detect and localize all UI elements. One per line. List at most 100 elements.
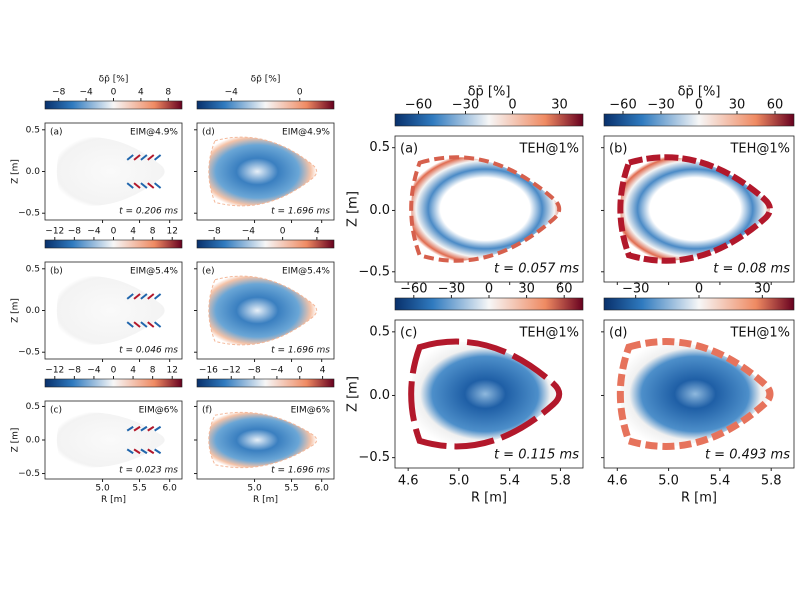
field-stripe xyxy=(126,321,134,328)
panel-time: t = 0.046 ms xyxy=(119,346,178,356)
panel-label: (d) xyxy=(609,326,627,341)
field-stripe xyxy=(147,154,155,161)
colorbar xyxy=(603,113,795,127)
colorbar-tick-label: −8 xyxy=(68,227,82,237)
colorbar-tick-label: 4 xyxy=(130,366,136,376)
x-tick-label: 4.6 xyxy=(607,474,628,489)
field-stripe xyxy=(126,182,134,189)
colorbar-tick-label: −12 xyxy=(45,227,64,237)
colorbar xyxy=(44,100,183,110)
y-tick-label: −0.5 xyxy=(18,209,40,219)
colorbar-tick-label: 30 xyxy=(729,98,746,113)
colorbar-tick-label: 0 xyxy=(695,98,703,113)
x-axis-label: R [m] xyxy=(101,495,126,505)
colorbar-tick-label: 0 xyxy=(695,282,703,297)
field-shape xyxy=(616,338,774,450)
field-stripe xyxy=(126,425,134,432)
colorbar-tick-label: 8 xyxy=(150,366,156,376)
field-shape xyxy=(408,338,563,450)
colorbar xyxy=(196,378,335,388)
field-stripe xyxy=(133,154,141,161)
panel-tag: TEH@1% xyxy=(729,142,790,157)
colorbar xyxy=(44,378,183,388)
y-axis-label: Z [m] xyxy=(346,376,361,412)
colorbar-tick-label: −60 xyxy=(400,282,427,297)
colorbar-tick-label: 0 xyxy=(111,227,117,237)
panel-label: (a) xyxy=(50,128,63,138)
x-tick-label: 6.0 xyxy=(315,484,330,494)
field-shape xyxy=(208,275,318,346)
colorbar-tick-label: −12 xyxy=(222,366,241,376)
panel-label: (c) xyxy=(50,406,62,416)
panel-tag: EIM@6% xyxy=(139,406,179,416)
field-stripe xyxy=(147,293,155,300)
panel-tag: EIM@4.9% xyxy=(130,128,178,138)
field-shape xyxy=(617,154,773,264)
colorbar-tick-label: 8 xyxy=(165,88,171,98)
field-shape xyxy=(56,412,165,468)
y-tick-label: 0.5 xyxy=(369,324,390,339)
panel-time: t = 1.696 ms xyxy=(271,466,330,476)
y-tick-label: 0.0 xyxy=(369,203,390,218)
field-stripe xyxy=(140,321,148,328)
field-stripe xyxy=(140,448,148,455)
y-axis-label: Z [m] xyxy=(11,159,21,184)
colorbar-tick-label: 30 xyxy=(518,282,535,297)
colorbar-tick-label: 0 xyxy=(297,88,303,98)
colorbar-tick-label: −30 xyxy=(438,282,465,297)
field-shape xyxy=(208,411,318,469)
field-stripe xyxy=(153,321,162,328)
colorbar-tick-label: 4 xyxy=(138,88,144,98)
y-tick-label: 0.0 xyxy=(26,436,41,446)
colorbar-tick-label: 0 xyxy=(111,366,117,376)
colorbar-tick-label: −30 xyxy=(622,282,649,297)
colorbar xyxy=(394,297,584,311)
colorbar-tick-label: −16 xyxy=(199,366,218,376)
y-tick-label: 0.5 xyxy=(26,264,40,274)
panel-tag: TEH@1% xyxy=(518,326,579,341)
colorbar-tick-label: −8 xyxy=(52,88,66,98)
field-stripe xyxy=(147,425,155,432)
field-stripe xyxy=(147,321,155,328)
colorbar-tick-label: 0 xyxy=(485,282,493,297)
field-stripe xyxy=(147,182,155,189)
panel-tag: TEH@1% xyxy=(729,326,790,341)
field-stripe xyxy=(133,182,141,189)
colorbar-tick-label: −12 xyxy=(45,366,64,376)
x-tick-label: 5.4 xyxy=(499,474,520,489)
colorbar-tick-label: −4 xyxy=(87,227,101,237)
colorbar-tick-label: 4 xyxy=(130,227,136,237)
colorbar-tick-label: −4 xyxy=(242,227,256,237)
x-tick-label: 5.8 xyxy=(761,474,782,489)
panel-label: (a) xyxy=(400,142,418,157)
colorbar-tick-label: −4 xyxy=(87,366,101,376)
colorbar-tick-label: 60 xyxy=(556,282,573,297)
field-stripe xyxy=(126,293,134,300)
colorbar-title: δp̄ [%] xyxy=(468,85,511,100)
colorbar-tick-label: 8 xyxy=(150,227,156,237)
field-stripe xyxy=(133,293,141,300)
panel-time: t = 0.08 ms xyxy=(713,262,790,277)
colorbar-title: δp̄ [%] xyxy=(678,85,721,100)
colorbar-tick-label: 60 xyxy=(767,98,784,113)
colorbar-tick-label: 0 xyxy=(111,88,117,98)
y-axis-label: Z [m] xyxy=(11,428,21,453)
y-tick-label: −0.5 xyxy=(358,264,390,279)
colorbar-tick-label: 0 xyxy=(508,98,516,113)
field-stripe xyxy=(140,293,148,300)
x-tick-label: 5.4 xyxy=(710,474,731,489)
y-tick-label: 0.5 xyxy=(369,140,390,155)
panel-tag: TEH@1% xyxy=(518,142,579,157)
panel-label: (e) xyxy=(202,267,215,277)
x-tick-label: 6.0 xyxy=(163,484,178,494)
panel-tag: EIM@6% xyxy=(291,406,331,416)
panel-time: t = 0.206 ms xyxy=(119,207,178,217)
y-tick-label: 0.0 xyxy=(26,306,41,316)
field-shape xyxy=(208,136,318,207)
panel-time: t = 0.057 ms xyxy=(494,262,579,277)
colorbar xyxy=(196,100,335,110)
x-axis-label: R [m] xyxy=(681,490,717,505)
field-stripe xyxy=(154,448,162,455)
field-stripe xyxy=(126,154,134,161)
